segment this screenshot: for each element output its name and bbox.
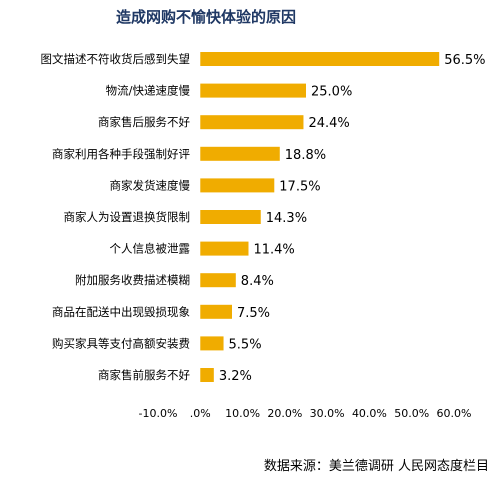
chart-title: 造成网购不愉快体验的原因 (116, 8, 296, 26)
value-label: 25.0% (311, 85, 352, 100)
value-label: 5.5% (229, 337, 262, 352)
value-labels: 56.5% 25.0% 24.4% 18.8% 17.5% 14.3% 11.4% 8.4% 7… (219, 53, 486, 384)
bar (200, 368, 214, 382)
value-label: 18.8% (285, 148, 326, 163)
x-tick-label: 40.0% (352, 407, 387, 420)
x-tick-label: 50.0% (394, 407, 429, 420)
category-label: 商家售前服务不好 (98, 368, 190, 382)
value-label: 56.5% (444, 53, 485, 68)
x-tick-label: 30.0% (310, 407, 345, 420)
bars-group (200, 52, 440, 382)
value-label: 24.4% (308, 116, 349, 131)
x-tick-label: -10.0% (139, 407, 178, 420)
value-label: 3.2% (219, 369, 252, 384)
bar (200, 178, 275, 193)
category-labels: 图文描述不符收货后感到失望物流/快递速度慢商家售后服务不好商家利用各种手段强制好… (41, 52, 191, 382)
value-label: 7.5% (237, 306, 270, 321)
value-label: 11.4% (253, 243, 294, 258)
bar (200, 52, 440, 66)
bar (200, 241, 249, 256)
category-label: 购买家具等支付高额安装费 (52, 336, 190, 350)
bar (200, 146, 280, 161)
x-tick-label: 20.0% (267, 407, 302, 420)
x-tick-label: 60.0% (437, 407, 472, 420)
value-label: 14.3% (266, 211, 307, 226)
category-label: 商家人为设置退换货限制 (64, 210, 191, 224)
category-label: 商家利用各种手段强制好评 (52, 147, 190, 161)
bar (200, 336, 224, 351)
category-label: 商家售后服务不好 (98, 115, 190, 129)
category-label: 图文描述不符收货后感到失望 (41, 52, 191, 66)
bar (200, 115, 304, 130)
category-label: 个人信息被泄露 (110, 242, 191, 256)
bar (200, 210, 261, 224)
x-tick-label: 10.0% (225, 407, 260, 420)
bar (200, 304, 232, 319)
x-axis-ticks: -10.0% .0% 10.0% 20.0% 30.0% 40.0% 50.0% 60.0% (139, 407, 472, 420)
value-label: 8.4% (241, 274, 274, 289)
category-label: 附加服务收费描述模糊 (75, 273, 190, 287)
source-note: 数据来源：美兰德调研 人民网态度栏目 (264, 458, 489, 474)
category-label: 商家发货速度慢 (110, 178, 191, 192)
bar (200, 83, 306, 98)
category-label: 物流/快递速度慢 (106, 84, 191, 98)
category-label: 商品在配送中出现毁损现象 (52, 305, 190, 319)
x-tick-label: .0% (190, 407, 211, 420)
value-label: 17.5% (279, 179, 320, 194)
bar (200, 273, 236, 288)
